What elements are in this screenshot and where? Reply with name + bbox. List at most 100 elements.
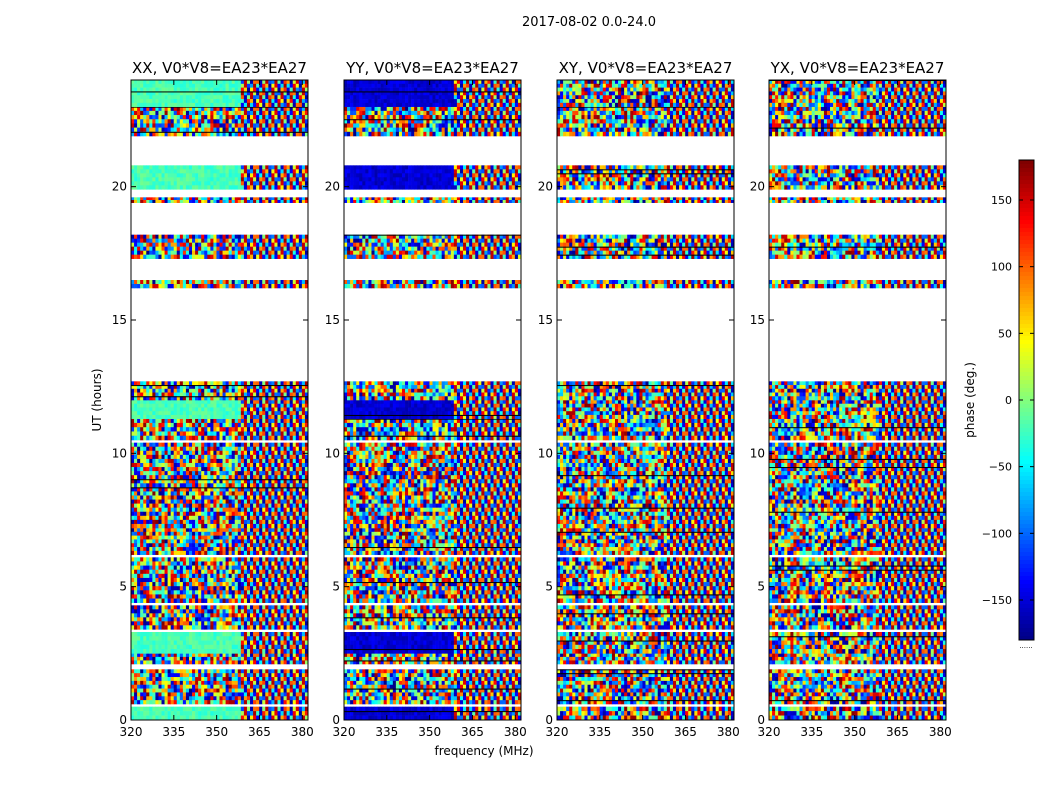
colorbar-tick-label: 50: [998, 327, 1012, 340]
colorbar-step: [1019, 364, 1034, 369]
panel-title: XY, V0*V8=EA23*EA27: [559, 59, 733, 77]
x-tick-label: 380: [504, 725, 527, 739]
colorbar-step: [1019, 604, 1034, 609]
figure-suptitle: 2017-08-02 0.0-24.0: [522, 15, 656, 30]
colorbar-step: [1019, 428, 1034, 433]
colorbar-step: [1019, 484, 1034, 489]
colorbar-step: [1019, 588, 1034, 593]
x-tick-label: 350: [843, 725, 866, 739]
y-axis-label: UT (hours): [90, 368, 104, 431]
colorbar-step: [1019, 284, 1034, 289]
colorbar-step: [1019, 596, 1034, 601]
colorbar-step: [1019, 268, 1034, 273]
colorbar-step: [1019, 500, 1034, 505]
colorbar-step: [1019, 244, 1034, 249]
panel-frame: [768, 79, 947, 721]
x-tick-label: 350: [205, 725, 228, 739]
colorbar-step: [1019, 384, 1034, 389]
y-tick-label: 0: [119, 713, 127, 727]
colorbar-step: [1019, 408, 1034, 413]
colorbar-step: [1019, 412, 1034, 417]
colorbar-step: [1019, 520, 1034, 525]
colorbar-tick-label: −50: [989, 461, 1012, 474]
x-tick-label: 350: [631, 725, 654, 739]
x-tick-label: 380: [929, 725, 952, 739]
colorbar-step: [1019, 172, 1034, 177]
colorbar-step: [1019, 164, 1034, 169]
colorbar-step: [1019, 564, 1034, 569]
colorbar-step: [1019, 552, 1034, 557]
colorbar-step: [1019, 616, 1034, 621]
y-tick-label: 15: [112, 313, 127, 327]
colorbar-step: [1019, 228, 1034, 233]
colorbar-step: [1019, 388, 1034, 393]
colorbar-step: [1019, 224, 1034, 229]
x-tick-label: 380: [717, 725, 740, 739]
y-tick-label: 5: [119, 580, 127, 594]
colorbar-step: [1019, 328, 1034, 333]
colorbar-tick-label: −100: [982, 527, 1012, 540]
colorbar-step: [1019, 372, 1034, 377]
colorbar-step: [1019, 624, 1034, 629]
y-tick-label: 5: [332, 580, 340, 594]
colorbar-step: [1019, 460, 1034, 465]
colorbar-step: [1019, 608, 1034, 613]
colorbar-extra-label: ......: [1019, 642, 1032, 650]
colorbar-step: [1019, 404, 1034, 409]
colorbar-step: [1019, 560, 1034, 565]
colorbar-step: [1019, 584, 1034, 589]
y-tick-label: 0: [757, 713, 765, 727]
colorbar-step: [1019, 620, 1034, 625]
colorbar-step: [1019, 208, 1034, 213]
colorbar-step: [1019, 304, 1034, 309]
panel-xx: XX, V0*V8=EA23*EA27 320 335 350 365 380 0 5 10 15…: [112, 59, 314, 739]
colorbar-step: [1019, 508, 1034, 513]
colorbar-step: [1019, 240, 1034, 245]
colorbar-step: [1019, 376, 1034, 381]
colorbar-step: [1019, 188, 1034, 193]
colorbar-step: [1019, 348, 1034, 353]
colorbar-step: [1019, 332, 1034, 337]
y-tick-label: 20: [325, 180, 340, 194]
colorbar-step: [1019, 504, 1034, 509]
x-tick-label: 335: [375, 725, 398, 739]
colorbar-step: [1019, 568, 1034, 573]
panel-title: YY, V0*V8=EA23*EA27: [345, 59, 519, 77]
colorbar-step: [1019, 612, 1034, 617]
colorbar-step: [1019, 292, 1034, 297]
y-tick-label: 0: [332, 713, 340, 727]
colorbar-step: [1019, 516, 1034, 521]
colorbar-tick-label: 100: [991, 261, 1012, 274]
panel-title: YX, V0*V8=EA23*EA27: [770, 59, 945, 77]
y-tick-label: 15: [325, 313, 340, 327]
colorbar-step: [1019, 572, 1034, 577]
x-axis-label: frequency (MHz): [434, 744, 533, 758]
colorbar-step: [1019, 296, 1034, 301]
colorbar-tick-label: 150: [991, 194, 1012, 207]
colorbar-step: [1019, 308, 1034, 313]
colorbar-step: [1019, 524, 1034, 529]
colorbar-step: [1019, 512, 1034, 517]
y-tick-label: 10: [538, 446, 553, 460]
colorbar-step: [1019, 580, 1034, 585]
colorbar-step: [1019, 272, 1034, 277]
x-tick-label: 335: [800, 725, 823, 739]
colorbar-step: [1019, 480, 1034, 485]
panel-frame: [130, 79, 309, 721]
colorbar-step: [1019, 400, 1034, 405]
colorbar-step: [1019, 288, 1034, 293]
x-tick-label: 320: [333, 725, 356, 739]
colorbar-step: [1019, 184, 1034, 189]
panel-frame: [343, 79, 522, 721]
colorbar-step: [1019, 216, 1034, 221]
colorbar-step: [1019, 544, 1034, 549]
colorbar-step: [1019, 464, 1034, 469]
colorbar-step: [1019, 344, 1034, 349]
y-tick-label: 20: [750, 180, 765, 194]
colorbar: −150 −100 −50 0 50 100 150......: [982, 159, 1035, 650]
colorbar-step: [1019, 488, 1034, 493]
colorbar-step: [1019, 380, 1034, 385]
colorbar-step: [1019, 248, 1034, 253]
panel-title: XX, V0*V8=EA23*EA27: [132, 59, 307, 77]
y-tick-label: 10: [112, 446, 127, 460]
